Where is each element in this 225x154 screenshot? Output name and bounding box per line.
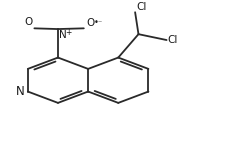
Text: +: + xyxy=(65,28,72,37)
Text: O: O xyxy=(24,17,32,27)
Text: •⁻: •⁻ xyxy=(93,18,102,27)
Text: N: N xyxy=(59,30,67,40)
Text: Cl: Cl xyxy=(167,35,177,45)
Text: Cl: Cl xyxy=(136,2,146,12)
Text: N: N xyxy=(16,85,24,98)
Text: O: O xyxy=(86,18,94,28)
